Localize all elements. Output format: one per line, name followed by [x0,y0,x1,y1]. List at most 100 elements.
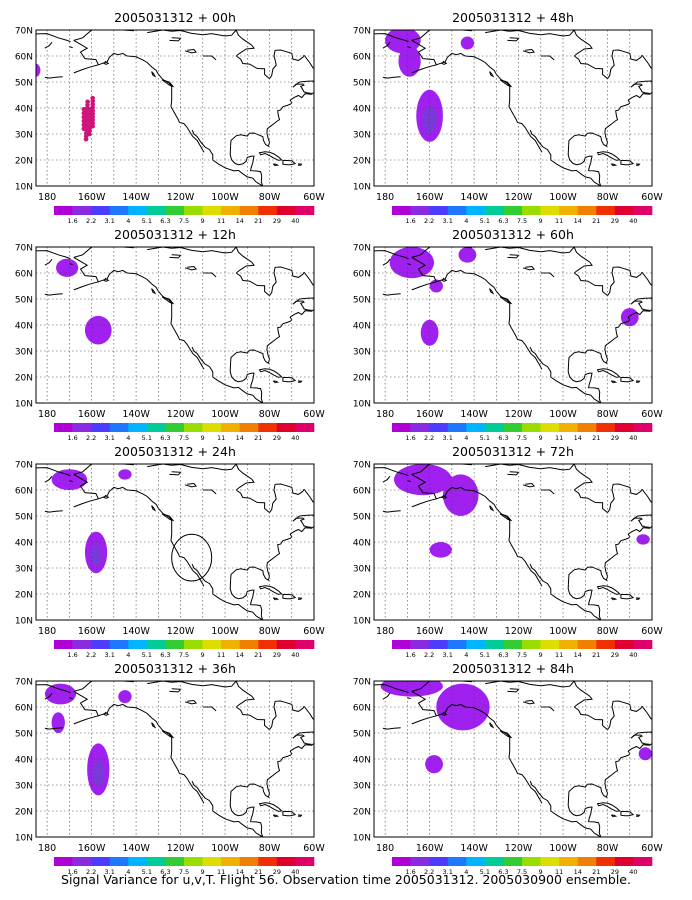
map-panel: 2005031312 + 00h 10N 20N 30N 40N 50N 60N 70N 180… [15,10,326,225]
colorbar-swatch [54,857,73,866]
coastline [440,711,448,716]
coastline [258,585,283,595]
colorbar-swatch [410,640,430,649]
lon-label: 80W [259,192,281,203]
coastline [641,271,652,286]
coastlines [374,247,652,403]
lat-label: 40N [353,756,371,766]
coastline [407,46,411,49]
colorbar-label: 5.1 [142,868,152,876]
colorbar-swatch [165,640,185,649]
colorbar-swatch [540,423,560,432]
lat-label: 70N [353,678,371,688]
colorbar-label: 9 [201,434,205,442]
coastline [382,293,401,296]
colorbar-swatch [540,206,560,215]
coastline [573,247,593,274]
coastline [169,37,182,42]
observation-dot [81,118,87,124]
colorbar-label: 2.2 [424,217,434,225]
colorbar-label: 14 [574,651,582,659]
colorbar-label: 14 [236,434,244,442]
lon-label: 160W [416,192,444,203]
colorbar-swatch [165,857,185,866]
panel-title: 2005031312 + 72h [452,444,574,459]
coastline [374,250,409,260]
colorbar-swatch [522,206,541,215]
colorbar-swatch [540,640,560,649]
lon-label: 140W [460,409,488,420]
coastline [529,346,595,400]
coastline [540,489,555,495]
colorbar-swatch [596,640,616,649]
colorbar-swatch [466,423,486,432]
variance-shading [44,683,132,796]
lat-label: 10N [15,183,33,193]
coastline [147,681,237,688]
coastline [440,277,448,282]
colorbar-swatch [202,423,222,432]
map-panel: 2005031312 + 48h 10N 20N 30N 40N 50N 60N 70N 180… [353,10,664,225]
colorbar-swatch [447,206,467,215]
map-frame [35,680,315,838]
colorbar-label: 4 [126,868,130,876]
colorbar-label: 29 [273,651,281,659]
colorbar-swatch [258,640,278,649]
lat-label: 30N [353,565,371,575]
colorbar-swatch [559,423,579,432]
coastline [411,473,437,508]
lat-label: 70N [15,244,33,254]
lon-label: 60W [641,192,663,203]
coastline [235,247,255,274]
colorbar-label: 1.6 [67,434,77,442]
lat-label: 30N [15,782,33,792]
coastline [573,483,643,514]
colorbar-swatch [429,857,449,866]
lat-label: 10N [353,400,371,410]
coastline [610,597,618,601]
colorbar-label: 2.2 [86,651,96,659]
coastline [169,471,182,476]
colorbar-swatch [503,206,523,215]
coastline [382,76,401,79]
colorbar-swatch [91,857,111,866]
lon-label: 60W [303,192,325,203]
colorbar: 1.6 2.2 3.1 4 5.1 6.3 7.5 9 11 14 21 29 40 [392,640,653,659]
coastline [229,145,264,186]
colorbar-label: 2.2 [424,868,434,876]
lat-label: 10N [15,617,33,627]
coastline [522,699,536,705]
coastline [230,92,314,147]
coastline [382,510,401,513]
coastline [184,48,198,54]
colorbar-label: 9 [201,217,205,225]
coastline [36,684,71,694]
colorbar-label: 11 [217,651,225,659]
colorbar-label: 5.1 [480,651,490,659]
lon-label: 180 [38,626,56,637]
lat-label: 70N [353,244,371,254]
lon-label: 60W [641,843,663,854]
map-panel: 2005031312 + 24h 10N 20N 30N 40N 50N 60N 70N 180… [15,444,326,659]
coastline [568,92,652,147]
coastline [230,526,314,581]
coastline [596,368,621,378]
colorbar-label: 11 [217,868,225,876]
colorbar-label: 9 [539,217,543,225]
colorbar-swatch [128,423,148,432]
coastline [44,258,53,266]
coastline [235,681,255,708]
variance-blob [442,474,479,516]
colorbar-label: 7.5 [517,868,527,876]
coastline [620,594,635,600]
colorbar-label: 4 [126,217,130,225]
coastline [489,288,495,295]
lat-label: 20N [353,157,371,167]
colorbar-label: 3.1 [105,651,115,659]
lon-label: 140W [122,843,150,854]
lon-label: 100W [549,843,577,854]
lat-label: 20N [353,374,371,384]
lon-label: 120W [167,626,195,637]
colorbar-label: 40 [291,217,299,225]
